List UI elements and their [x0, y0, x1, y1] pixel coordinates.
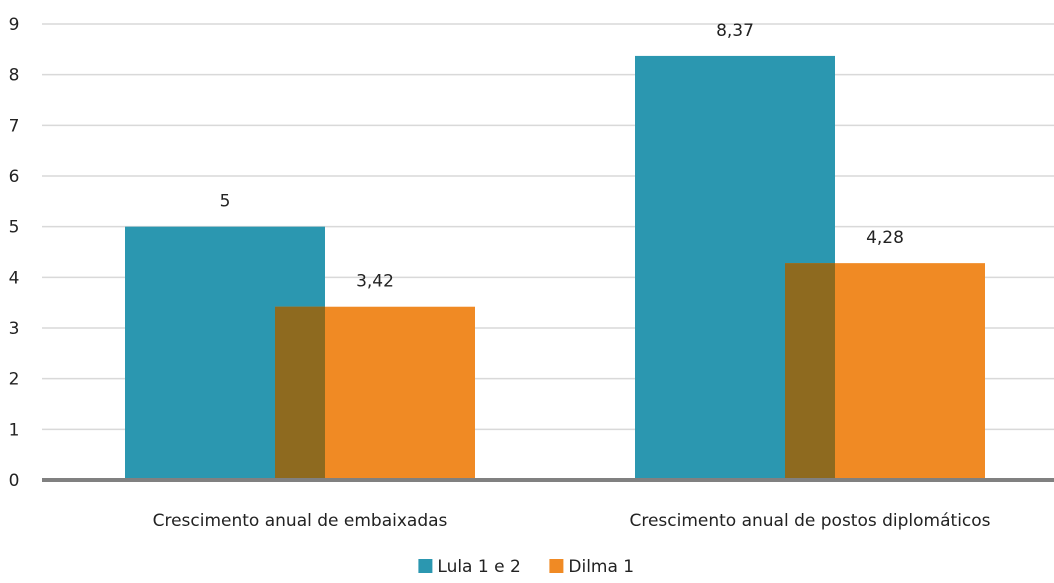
y-axis-tick-labels: 0 1 2 3 4 5 6 7 8 9	[9, 15, 20, 491]
bars	[125, 55, 985, 481]
y-tick-label: 2	[9, 370, 20, 390]
y-tick-label: 9	[9, 15, 20, 35]
y-tick-label: 8	[9, 66, 20, 86]
legend-label: Dilma 1	[568, 557, 634, 577]
legend-label: Lula 1 e 2	[437, 557, 520, 577]
y-tick-label: 1	[9, 420, 20, 440]
legend-swatch	[549, 559, 564, 573]
legend-swatch	[418, 559, 433, 573]
data-label: 4,28	[866, 228, 904, 248]
y-tick-label: 0	[9, 471, 20, 491]
category-label: Crescimento anual de embaixadas	[153, 511, 448, 531]
data-label: 8,37	[716, 21, 754, 41]
x-axis-category-labels: Crescimento anual de embaixadas Crescimen…	[153, 511, 991, 531]
data-labels: 5 8,37 3,42 4,28	[220, 21, 904, 292]
y-tick-label: 3	[9, 319, 20, 339]
category-label: Crescimento anual de postos diplomáticos	[629, 511, 990, 531]
bar-overlap	[785, 263, 835, 480]
y-tick-label: 4	[9, 268, 20, 288]
data-label: 5	[220, 192, 231, 212]
y-tick-label: 7	[9, 116, 20, 136]
bar-overlap	[275, 306, 325, 480]
legend: Lula 1 e 2 Dilma 1	[418, 557, 634, 577]
y-tick-label: 6	[9, 167, 20, 187]
data-label: 3,42	[356, 272, 394, 292]
y-tick-label: 5	[9, 218, 20, 238]
